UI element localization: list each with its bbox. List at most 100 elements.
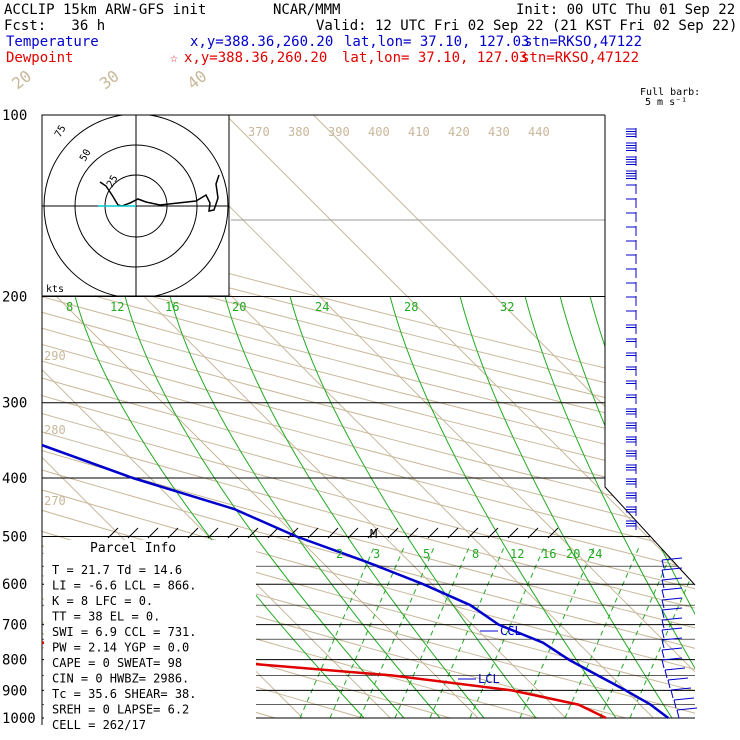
mixing-ratio-label: 2	[336, 547, 343, 561]
parcel-row: PW = 2.14 YGP = 0.0	[52, 641, 189, 655]
pressure-tick-label: 500	[2, 529, 27, 545]
parcel-row: CAPE = 0 SWEAT= 98	[52, 656, 182, 670]
isotherm-line	[42, 115, 391, 719]
pressure-tick-label: 600	[2, 577, 27, 593]
wind-barb	[670, 689, 674, 699]
tropopause-hatch	[527, 527, 539, 539]
annotation-label: M	[370, 527, 377, 541]
dry-adiabat	[42, 115, 695, 719]
wind-barb-flag	[661, 617, 683, 621]
wind-barb-flag	[667, 677, 689, 681]
mixing-ratio-dashed	[564, 544, 641, 719]
dewpoint-xy: x,y=388.36,260.20	[184, 50, 327, 66]
dry-adiabat	[42, 115, 695, 719]
pressure-tick-label: 400	[2, 471, 27, 487]
theta-label: 390	[328, 125, 350, 139]
parcel-panel	[44, 540, 256, 730]
theta-label: 270	[44, 494, 66, 508]
wind-barb	[667, 679, 671, 689]
dry-adiabat	[42, 115, 695, 719]
init-time: Init: 00 UTC Thu 01 Sep 22	[516, 2, 735, 18]
mixing-ratio-label: 12	[510, 547, 524, 561]
mixing-ratio-label: 28	[404, 300, 418, 314]
barb-legend-line1: Full barb:	[640, 87, 700, 98]
annotation-label: LCL	[478, 672, 500, 686]
annotations: CCL LCL M	[370, 527, 522, 686]
parcel-row: K = 8 LFC = 0.	[52, 594, 153, 608]
hodograph-ring-label: 25	[105, 174, 121, 190]
hodograph-ring-label: 50	[78, 148, 94, 164]
dry-adiabat	[42, 115, 695, 719]
mixing-ratio-label: 24	[588, 547, 602, 561]
center-label: NCAR/MMM	[273, 2, 340, 18]
parcel-row: T = 21.7 Td = 14.6	[52, 563, 182, 577]
hodograph-ring-label: 75	[53, 124, 69, 140]
theta-label: 420	[448, 125, 470, 139]
tropopause-hatch	[547, 527, 559, 539]
wind-barb-flag	[661, 607, 683, 611]
tropopause-hatch	[387, 527, 399, 539]
tropopause-hatch	[127, 527, 139, 539]
wind-barb	[661, 639, 665, 649]
theta-label: 430	[488, 125, 510, 139]
wind-barb	[661, 559, 665, 569]
mixing-ratio-dashed	[429, 544, 506, 719]
wind-barbs	[626, 128, 698, 719]
diagram-grid	[42, 115, 695, 719]
tropopause-hatch	[447, 527, 459, 539]
mixing-ratio-label: 20	[232, 300, 246, 314]
theta-label: 410	[408, 125, 430, 139]
theta-label: 440	[528, 125, 550, 139]
tropopause-hatch	[267, 527, 279, 539]
temperature-trace	[42, 115, 670, 719]
barb-legend-line2: 5 m s⁻¹	[645, 97, 687, 108]
parcel-row: SWI = 6.9 CCL = 731.	[52, 625, 197, 639]
tropopause-hatch	[327, 527, 339, 539]
pressure-tick-label: 300	[2, 396, 27, 412]
mixing-ratio-label: 32	[500, 300, 514, 314]
temperature-latlon: lat,lon= 37.10, 127.03	[344, 34, 529, 50]
star-icon: ☆	[170, 51, 178, 66]
parcel-row: LI = -6.6 LCL = 866.	[52, 579, 197, 593]
dry-adiabat	[42, 115, 695, 719]
pressure-tick-label: 700	[2, 618, 27, 634]
tropopause-hatch	[107, 527, 119, 539]
mixing-ratio-label: 16	[542, 547, 556, 561]
mixing-ratio-dashed	[469, 544, 546, 719]
theta-label: 400	[368, 125, 390, 139]
theta-label: 280	[44, 423, 66, 437]
tropopause-hatch	[187, 527, 199, 539]
tropopause-hatch	[507, 527, 519, 539]
wind-barb-flag	[661, 647, 683, 651]
tropopause-hatch	[167, 527, 179, 539]
hodograph-units: kts	[46, 284, 64, 295]
wind-barb	[673, 699, 677, 709]
wind-barb-flag	[661, 597, 683, 601]
mixing-ratio-label: 8	[472, 547, 479, 561]
wind-barb-flag	[661, 657, 683, 661]
mixing-ratio-label: 24	[315, 300, 329, 314]
pressure-tick-label: 1000	[2, 711, 36, 727]
wind-barb	[661, 629, 665, 639]
tropopause-hatch	[367, 527, 379, 539]
mixing-ratio-dashed	[299, 544, 376, 719]
dewpoint-latlon: lat,lon= 37.10, 127.03	[342, 50, 527, 66]
mixing-ratio-line	[124, 295, 405, 719]
tropopause-hatch	[147, 527, 159, 539]
parcel-row: CIN = 0 HWBZ= 2986.	[52, 672, 189, 686]
dry-adiabat	[42, 115, 695, 719]
tropopause-hatch	[347, 527, 359, 539]
isotherm-label: 40	[184, 66, 211, 93]
model-title: ACCLIP 15km ARW-GFS init	[4, 2, 206, 18]
hodograph: 25 50 75 kts	[41, 114, 230, 297]
mixing-ratio-dashed	[359, 544, 436, 719]
wind-barb-flag	[661, 587, 683, 591]
mixing-ratio-dashed	[329, 544, 406, 719]
wind-barb-flag	[661, 637, 683, 641]
parcel-info: Parcel Info T = 21.7 Td = 14.6 LI = -6.6 L…	[52, 541, 197, 732]
dry-adiabat	[42, 115, 695, 719]
valid-time: Valid: 12 UTC Fri 02 Sep 22 (21 KST Fri …	[316, 18, 737, 34]
tropopause-hatch	[427, 527, 439, 539]
tropopause-hatch	[407, 527, 419, 539]
wind-barb	[661, 659, 665, 669]
